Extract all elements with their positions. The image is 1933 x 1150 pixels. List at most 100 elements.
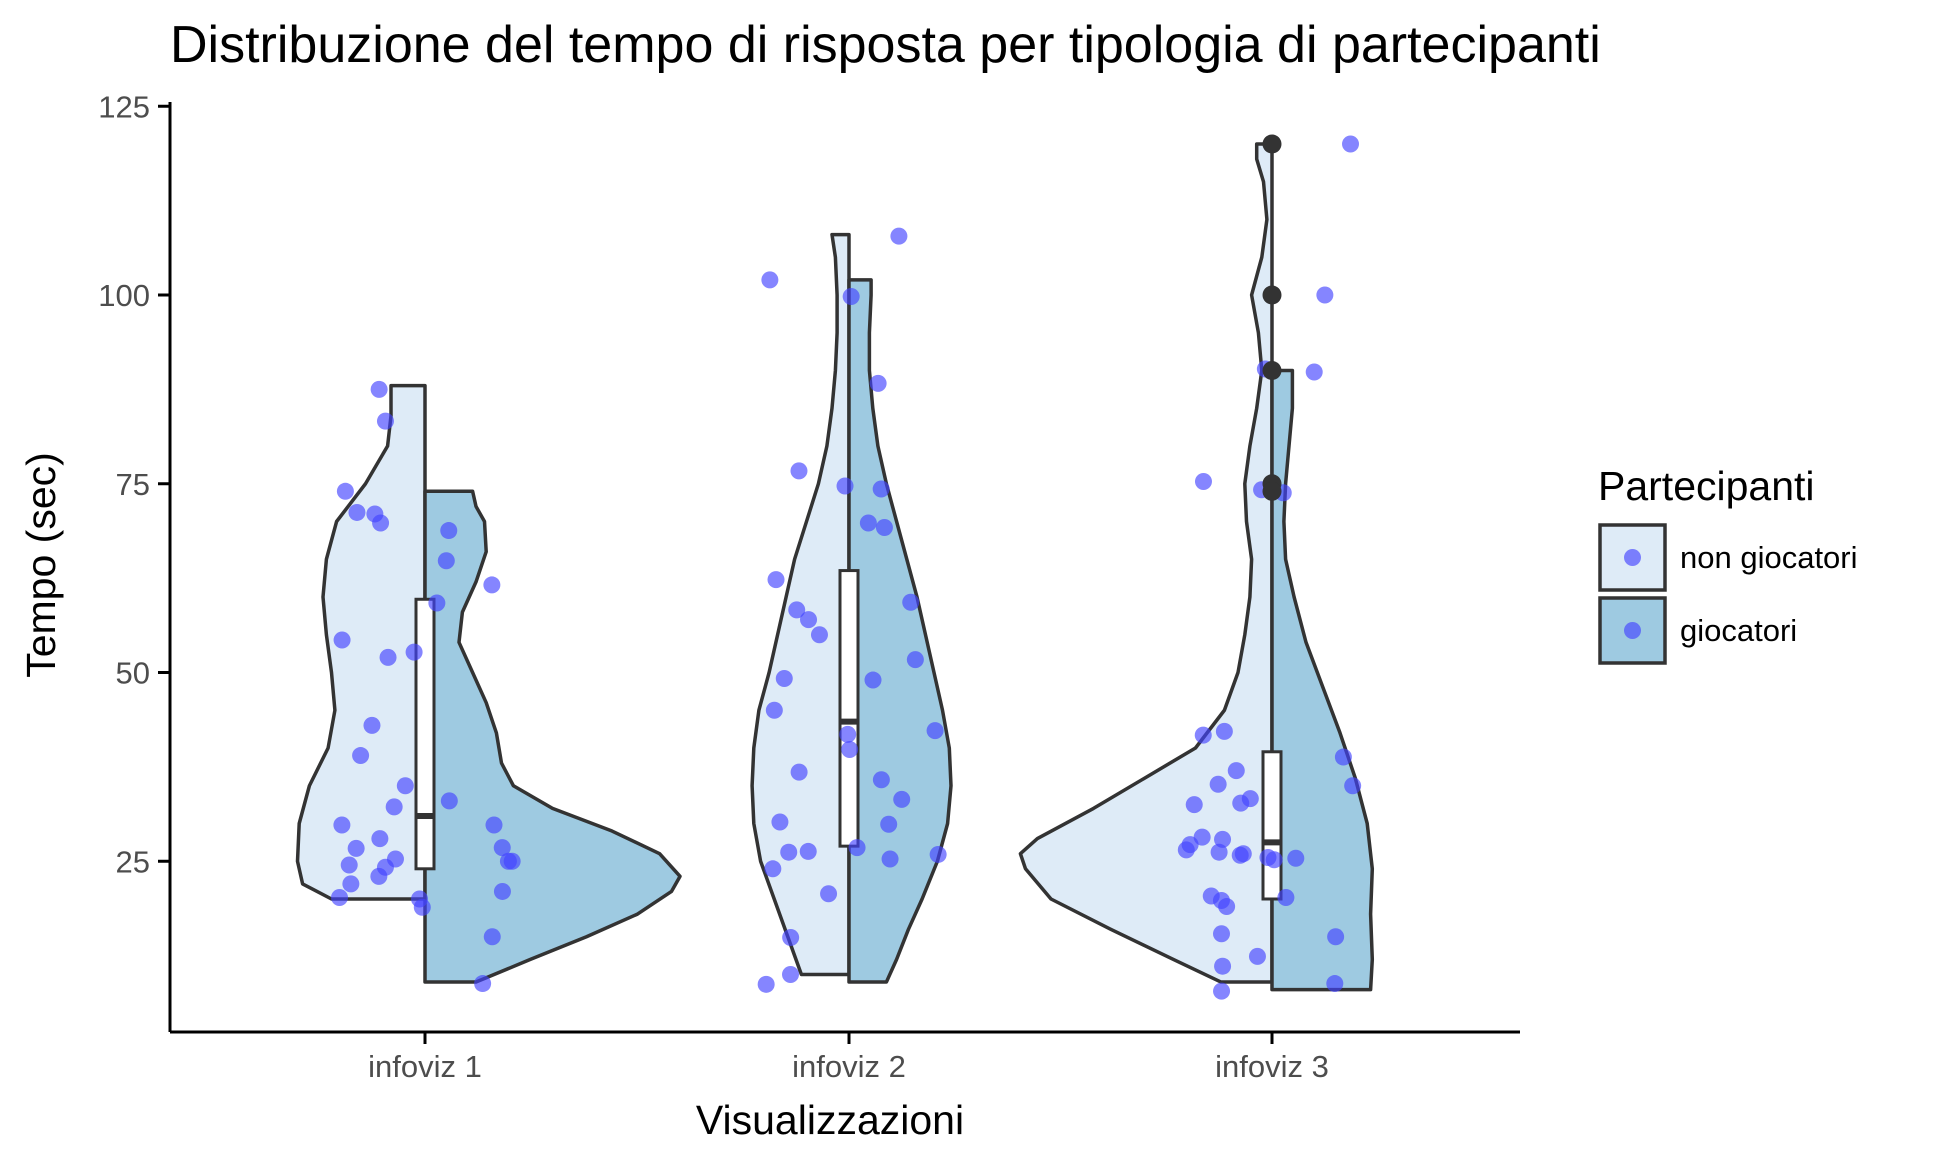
point-giocatori — [906, 651, 924, 669]
point-non-giocatori — [336, 482, 354, 500]
point-non-giocatori — [782, 929, 800, 947]
point-giocatori — [1327, 928, 1345, 946]
y-tick-label: 50 — [116, 656, 150, 691]
point-non-giocatori — [396, 777, 414, 795]
point-non-giocatori — [1212, 925, 1230, 943]
point-giocatori — [499, 852, 517, 870]
point-non-giocatori — [1232, 794, 1250, 812]
point-giocatori — [902, 593, 920, 611]
y-ticks: 25 50 75 100 125 — [98, 89, 170, 879]
point-giocatori — [893, 790, 911, 808]
y-tick-label: 75 — [116, 467, 150, 502]
point-non-giocatori — [788, 601, 806, 619]
point-non-giocatori — [1231, 846, 1249, 864]
point-non-giocatori — [800, 611, 818, 629]
point-non-giocatori — [767, 571, 785, 589]
point-giocatori — [926, 722, 944, 740]
point-giocatori — [864, 671, 882, 689]
point-non-giocatori — [376, 412, 394, 430]
point-giocatori — [890, 227, 908, 245]
point-giocatori — [929, 845, 947, 863]
point-non-giocatori — [413, 898, 431, 916]
violin-non-giocatori-infoviz-3 — [1018, 142, 1274, 984]
legend-entries: non giocatori giocatori — [1598, 523, 1858, 665]
legend-entry-non-giocatori: non giocatori — [1598, 523, 1858, 592]
x-tick-label: infoviz 3 — [1215, 1049, 1329, 1084]
point-non-giocatori — [370, 867, 388, 885]
point-giocatori — [1334, 748, 1352, 766]
legend-key-point — [1624, 549, 1641, 566]
point-non-giocatori — [333, 816, 351, 834]
point-giocatori — [841, 741, 859, 759]
point-giocatori — [842, 288, 860, 306]
point-non-giocatori — [1248, 947, 1266, 965]
point-non-giocatori — [371, 830, 389, 848]
point-non-giocatori — [1194, 726, 1212, 744]
point-giocatori — [859, 514, 877, 532]
point-giocatori — [483, 576, 501, 594]
point-non-giocatori — [799, 842, 817, 860]
x-tick-label: infoviz 1 — [368, 1049, 482, 1084]
box-infoviz-3 — [1261, 750, 1283, 901]
point-non-giocatori — [1194, 472, 1212, 490]
point-giocatori — [848, 839, 866, 857]
point-non-giocatori — [1215, 722, 1233, 740]
point-non-giocatori — [352, 747, 370, 765]
point-non-giocatori — [764, 860, 782, 878]
point-non-giocatori — [775, 670, 793, 688]
point-non-giocatori — [347, 839, 365, 857]
point-non-giocatori — [405, 643, 423, 661]
legend-entry-giocatori: giocatori — [1598, 596, 1797, 665]
point-giocatori — [875, 519, 893, 537]
point-non-giocatori — [839, 725, 857, 743]
point-non-giocatori — [1210, 843, 1228, 861]
legend-label: giocatori — [1680, 613, 1797, 648]
point-non-giocatori — [782, 966, 800, 983]
point-giocatori — [483, 928, 501, 946]
legend: Partecipanti non giocatori giocatori — [1598, 463, 1858, 665]
outlier-point — [1262, 361, 1282, 380]
point-giocatori — [880, 815, 898, 833]
point-giocatori — [428, 594, 446, 612]
point-non-giocatori — [790, 763, 808, 781]
outlier-point — [1262, 481, 1282, 501]
x-tick-label: infoviz 2 — [792, 1049, 906, 1084]
point-non-giocatori — [1227, 762, 1245, 780]
point-non-giocatori — [836, 477, 854, 495]
outlier-point — [1262, 285, 1282, 305]
legend-title: Partecipanti — [1598, 463, 1815, 509]
x-axis-title: Visualizzazioni — [696, 1097, 964, 1143]
point-giocatori — [437, 552, 455, 570]
y-tick-label: 100 — [98, 278, 150, 313]
axes-layer — [168, 102, 1520, 1034]
point-non-giocatori — [342, 875, 360, 893]
point-non-giocatori — [1213, 982, 1231, 1000]
point-non-giocatori — [363, 716, 381, 734]
y-axis-title: Tempo (sec) — [18, 452, 64, 678]
point-giocatori — [869, 374, 887, 392]
point-non-giocatori — [1177, 841, 1195, 859]
point-giocatori — [1265, 851, 1283, 869]
point-giocatori — [440, 792, 458, 810]
point-non-giocatori — [757, 975, 775, 993]
point-non-giocatori — [372, 514, 390, 532]
point-non-giocatori — [790, 462, 808, 480]
point-non-giocatori — [1185, 796, 1203, 814]
outlier-point — [1262, 134, 1282, 154]
point-giocatori — [1326, 975, 1344, 993]
point-non-giocatori — [1209, 775, 1227, 793]
point-non-giocatori — [771, 813, 789, 831]
point-non-giocatori — [765, 701, 783, 719]
point-non-giocatori — [348, 503, 366, 521]
point-giocatori — [493, 839, 511, 857]
point-giocatori — [1344, 777, 1362, 795]
point-non-giocatori — [1214, 830, 1232, 848]
point-non-giocatori — [331, 888, 349, 906]
point-non-giocatori — [820, 885, 838, 903]
x-ticks: infoviz 1 infoviz 2 infoviz 3 — [368, 1032, 1329, 1084]
point-non-giocatori — [379, 648, 397, 666]
y-tick-label: 125 — [98, 89, 150, 124]
point-giocatori — [1316, 286, 1334, 304]
legend-key-point — [1624, 622, 1641, 639]
